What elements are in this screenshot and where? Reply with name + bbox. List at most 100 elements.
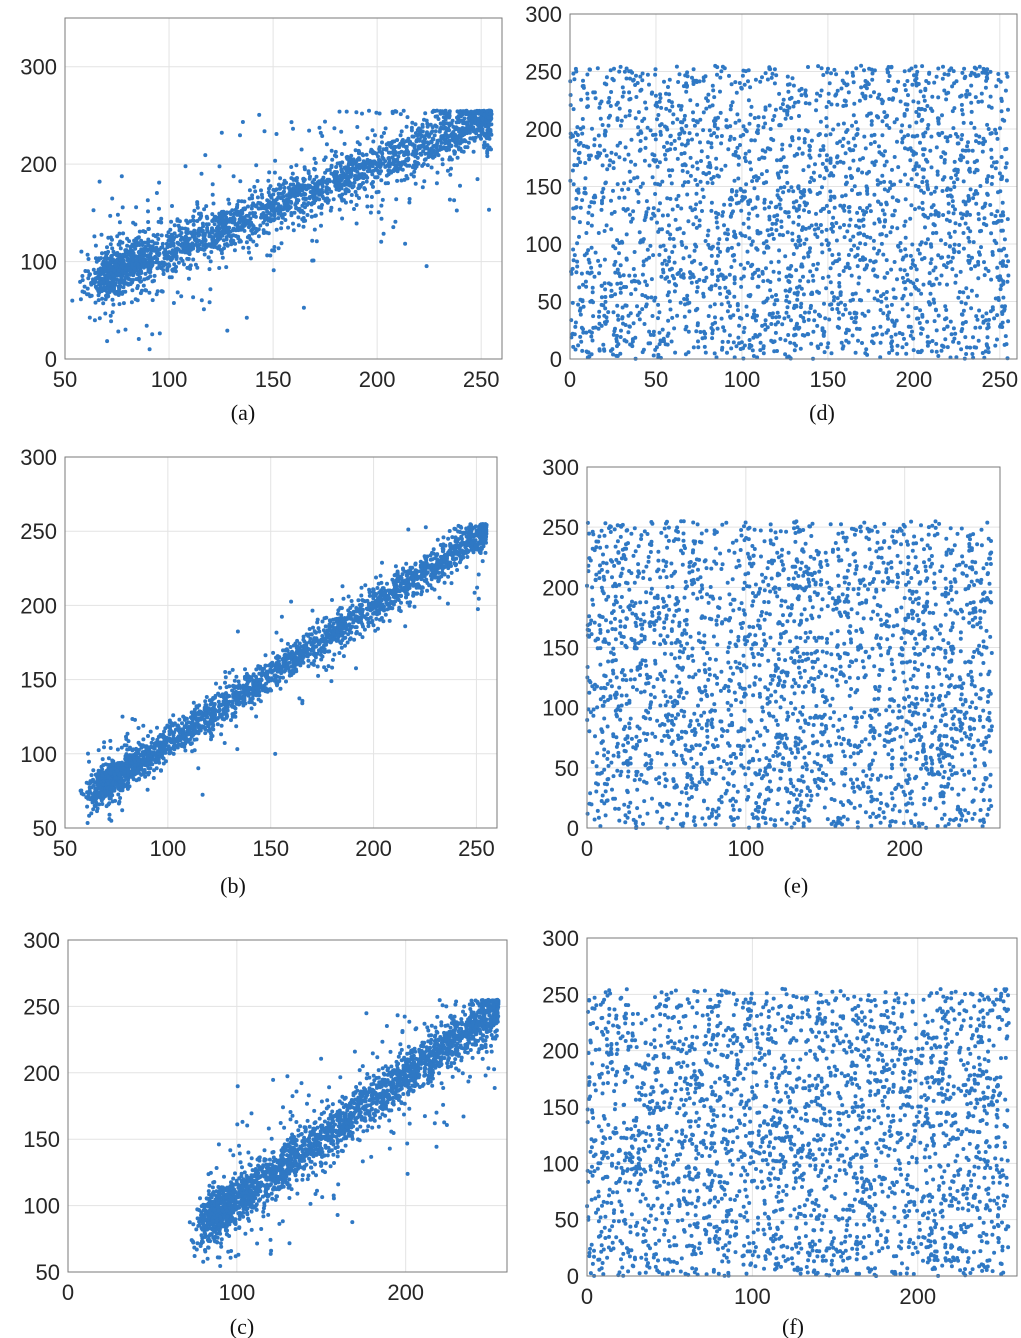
data-point (464, 530, 469, 535)
data-point (238, 238, 242, 243)
data-point (274, 132, 279, 136)
data-point (158, 752, 163, 757)
data-point (458, 118, 463, 123)
data-point (155, 737, 160, 742)
data-point (130, 253, 135, 258)
data-point (297, 696, 302, 701)
data-point (123, 271, 127, 276)
data-point (212, 222, 217, 227)
x-tick-label: 250 (463, 367, 500, 392)
data-point (177, 717, 182, 722)
data-point (110, 196, 115, 201)
data-point (454, 143, 458, 148)
data-point (214, 681, 218, 686)
data-point (428, 565, 433, 570)
data-point (218, 685, 223, 690)
data-point (349, 199, 354, 204)
data-point (103, 311, 108, 316)
data-point (313, 213, 318, 218)
data-point (397, 145, 402, 150)
data-point (397, 150, 402, 155)
data-point (403, 624, 408, 629)
data-point (111, 302, 116, 307)
data-point (125, 786, 130, 791)
data-point (391, 148, 396, 153)
data-point (292, 652, 297, 657)
data-point (144, 288, 149, 293)
data-point (440, 549, 445, 554)
data-point (416, 585, 421, 590)
data-point (454, 549, 459, 554)
data-point (292, 177, 296, 182)
data-point (312, 629, 317, 634)
data-point (165, 252, 170, 256)
data-point (210, 212, 215, 217)
data-point (207, 243, 212, 248)
data-point (79, 249, 84, 254)
data-point (341, 654, 346, 659)
data-point (165, 267, 170, 272)
data-point (376, 170, 381, 175)
data-point (374, 616, 379, 621)
data-point (141, 283, 146, 288)
data-point (330, 665, 335, 670)
data-point (145, 198, 150, 203)
data-point (145, 262, 150, 267)
data-point (359, 585, 364, 590)
data-point (384, 146, 389, 151)
data-point (304, 187, 309, 192)
data-point (312, 659, 317, 663)
data-point (284, 679, 288, 684)
data-point (120, 205, 125, 210)
data-point (372, 603, 377, 608)
data-point (185, 256, 190, 261)
data-point (99, 232, 104, 237)
data-point (346, 632, 351, 637)
data-point (352, 180, 357, 185)
data-point (447, 147, 452, 152)
data-point (152, 273, 157, 278)
data-point (141, 723, 146, 728)
data-point (394, 197, 399, 202)
data-point (368, 169, 373, 174)
data-point (211, 201, 216, 206)
data-point (376, 210, 381, 215)
data-point (254, 163, 259, 168)
data-point (258, 201, 263, 206)
data-point (279, 220, 284, 225)
data-point (369, 204, 374, 209)
data-point (126, 780, 131, 785)
data-point (206, 728, 211, 733)
data-point (434, 565, 439, 569)
data-point (183, 748, 188, 753)
data-point (421, 139, 425, 144)
data-point (254, 714, 259, 719)
data-point (325, 190, 329, 195)
data-point (187, 252, 192, 257)
data-point (465, 145, 470, 150)
data-point (377, 147, 382, 151)
data-point (243, 206, 248, 211)
data-point (478, 545, 483, 550)
data-point (94, 259, 99, 264)
data-point (141, 247, 146, 251)
data-point (246, 245, 251, 250)
data-point (161, 271, 166, 276)
data-point (207, 300, 212, 305)
data-point (278, 176, 283, 181)
data-point (340, 584, 345, 589)
data-point (117, 231, 122, 236)
data-point (202, 207, 207, 212)
data-point (96, 256, 101, 261)
data-point (106, 756, 111, 761)
data-point (85, 821, 90, 825)
data-point (266, 218, 271, 223)
data-point (482, 112, 486, 117)
data-point (253, 189, 258, 194)
data-point (370, 619, 375, 623)
data-point (195, 239, 200, 244)
data-point (404, 124, 409, 129)
data-point (141, 258, 146, 263)
data-point (294, 163, 299, 168)
data-point (464, 542, 469, 547)
